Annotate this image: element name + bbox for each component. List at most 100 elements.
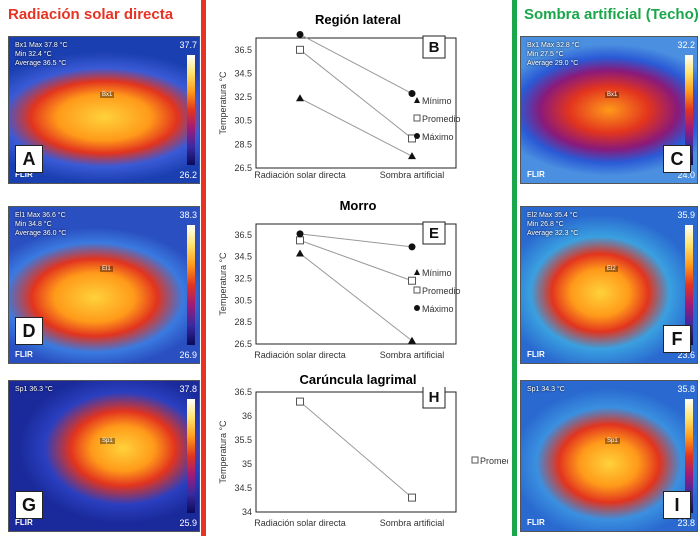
panel-letter: F — [663, 325, 691, 353]
color-scale-bar — [187, 399, 195, 513]
point-marker — [296, 397, 304, 406]
series-line — [299, 239, 413, 282]
readout-line: El2 Max 35.4 °C — [527, 212, 578, 219]
series-line — [299, 401, 413, 498]
chart-svg: 26.5 28.5 30.5 32.5 34.5 36.5 Temperatura °C Ra… — [218, 221, 461, 360]
chart-caruncula: Carúncula lagrimal 34 34.5 35 35.5 36 36.5 Tem… — [208, 372, 519, 532]
y-tick-label: 36.5 — [234, 45, 252, 55]
legend-label: Mínimo — [422, 268, 452, 278]
legend-label: Máximo — [422, 304, 454, 314]
x-tick-label: Sombra artificial — [380, 170, 445, 180]
plot-area — [255, 391, 457, 513]
chart-morro: Morro 26.5 28.5 30.5 32.5 34.5 36.5 Temperatur… — [208, 198, 508, 376]
thermal-readout: El2 Max 35.4 °C Min 26.8 °C Average 32.3… — [527, 211, 578, 238]
scale-max: 35.8 — [677, 384, 695, 394]
readout-line: Min 34.8 °C — [15, 221, 52, 228]
flir-logo: FLIR — [15, 350, 33, 359]
scale-min: 26.9 — [179, 350, 197, 360]
point-marker — [296, 94, 304, 102]
panel-letter: H — [429, 389, 440, 406]
flir-logo: FLIR — [15, 518, 33, 527]
region-label: Sp1 — [605, 438, 620, 444]
readout-line: Bx1 Max 32.8 °C — [527, 42, 580, 49]
x-tick-label: Radiación solar directa — [254, 518, 346, 528]
x-tick-label: Radiación solar directa — [254, 350, 346, 360]
point-marker — [408, 152, 416, 160]
y-tick-label: 26.5 — [234, 339, 252, 349]
panel-letter: I — [663, 491, 691, 519]
y-tick-label: 28.5 — [234, 139, 252, 149]
point-marker — [296, 30, 304, 38]
region-label: El1 — [100, 266, 113, 272]
panel-letter: E — [429, 225, 439, 242]
left-divider — [201, 0, 206, 536]
readout-line: Sp1 34.3 °C — [527, 386, 565, 393]
panel-letter: B — [429, 39, 440, 56]
color-scale-bar — [187, 55, 195, 165]
y-tick-label: 30.5 — [234, 295, 252, 305]
y-tick-label: 34.5 — [234, 483, 252, 493]
scale-min: 23.6 — [677, 350, 695, 360]
point-marker — [296, 45, 304, 54]
y-axis-label: Temperatura °C — [218, 420, 228, 484]
point-marker — [296, 249, 304, 257]
flir-logo: FLIR — [15, 170, 33, 179]
readout-line: Min 26.8 °C — [527, 221, 564, 228]
series-line — [299, 97, 413, 157]
color-scale-bar — [187, 225, 195, 345]
readout-line: El1 Max 36.6 °C — [15, 212, 66, 219]
y-tick-label: 35 — [242, 459, 252, 469]
panel-letter: C — [663, 145, 691, 173]
readout-line: Min 32.4 °C — [15, 51, 52, 58]
legend-marker — [414, 305, 420, 311]
panel-letter-box — [422, 35, 446, 59]
region-label: Bx1 — [100, 92, 115, 98]
scale-min: 26.2 — [179, 170, 197, 180]
point-marker — [408, 336, 416, 344]
flir-logo: FLIR — [527, 518, 545, 527]
region-label: Sp1 — [100, 438, 115, 444]
readout-line: Bx1 Max 37.8 °C — [15, 42, 68, 49]
chart-title: Región lateral — [258, 12, 458, 27]
color-scale-bar — [685, 225, 693, 345]
thermal-readout: Sp1 34.3 °C — [527, 385, 565, 394]
chart-svg: 26.5 28.5 30.5 32.5 34.5 36.5 Temperatura °C Ra… — [218, 30, 461, 180]
panel-letter-box — [422, 221, 446, 245]
x-tick-label: Sombra artificial — [380, 350, 445, 360]
flir-logo: FLIR — [527, 350, 545, 359]
thermal-readout: Bx1 Max 37.8 °C Min 32.4 °C Average 36.5… — [15, 41, 68, 68]
legend-marker — [414, 97, 420, 103]
legend-marker — [413, 286, 421, 294]
thermal-image-f: El2 Max 35.4 °C Min 26.8 °C Average 32.3… — [520, 206, 698, 364]
thermal-readout: El1 Max 36.6 °C Min 34.8 °C Average 36.0… — [15, 211, 66, 238]
point-marker — [296, 236, 304, 245]
y-tick-label: 32.5 — [234, 92, 252, 102]
y-tick-label: 36.5 — [234, 230, 252, 240]
y-tick-label: 36 — [242, 411, 252, 421]
flir-logo: FLIR — [527, 170, 545, 179]
chart-region-lateral: Región lateral 26.5 28.5 30.5 32.5 34.5 36.5 T… — [208, 12, 508, 194]
chart-title: Morro — [258, 198, 458, 213]
scale-min: 25.9 — [179, 518, 197, 528]
scale-max: 35.9 — [677, 210, 695, 220]
x-tick-label: Sombra artificial — [380, 518, 445, 528]
legend-label: Promedio — [422, 114, 461, 124]
y-tick-label: 34.5 — [234, 252, 252, 262]
readout-line: Average 29.0 °C — [527, 60, 579, 67]
scale-max: 38.3 — [179, 210, 197, 220]
series-line — [299, 49, 413, 139]
legend-marker — [471, 456, 479, 464]
scale-max: 37.8 — [179, 384, 197, 394]
readout-line: Average 36.5 °C — [15, 60, 67, 67]
legend-marker — [413, 114, 421, 122]
thermal-image-g: Sp1 36.3 °C 37.8 25.9 FLIR Sp1 G — [8, 380, 200, 532]
plot-area — [255, 37, 457, 169]
series-line — [299, 253, 413, 342]
point-marker — [408, 243, 416, 251]
y-tick-label: 34.5 — [234, 68, 252, 78]
point-marker — [408, 90, 416, 98]
legend-label: Promedio — [422, 286, 461, 296]
thermal-image-i: Sp1 34.3 °C 35.8 23.8 FLIR Sp1 I — [520, 380, 698, 532]
y-tick-label: 36.5 — [234, 387, 252, 397]
legend-label: Promedio — [480, 456, 508, 466]
